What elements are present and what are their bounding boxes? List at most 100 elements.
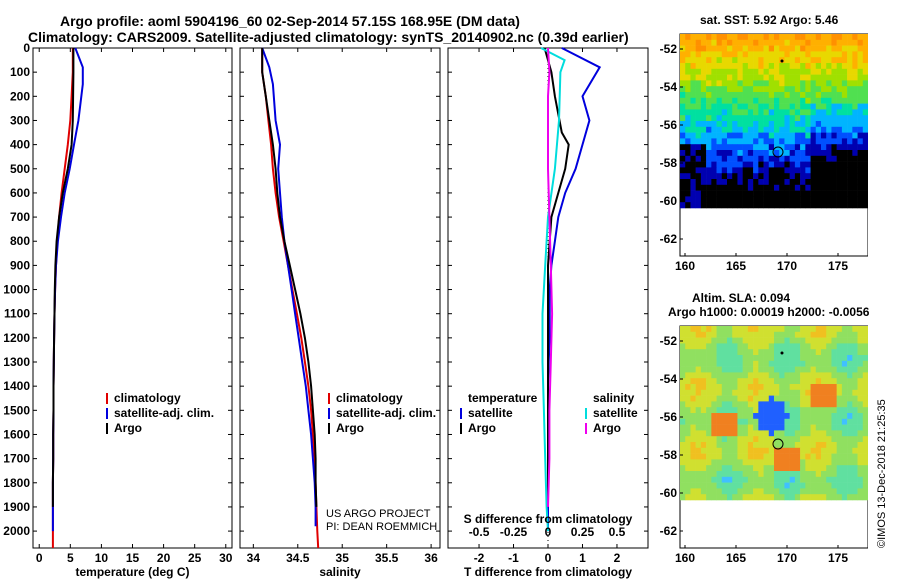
map-pixel (695, 442, 702, 449)
map-pixel (857, 202, 864, 209)
map-pixel (784, 34, 790, 41)
map-pixel (852, 121, 858, 128)
map-pixel (821, 86, 827, 93)
map-pixel (774, 418, 780, 425)
map-pixel (815, 109, 822, 116)
map-pixel (862, 407, 868, 414)
map-pixel (706, 74, 712, 81)
map-pixel (706, 401, 712, 408)
map-pixel (847, 92, 853, 99)
map-pixel (789, 476, 796, 483)
map-pixel (727, 331, 733, 338)
map-pixel (737, 436, 743, 443)
map-pixel (784, 343, 790, 350)
map-pixel (727, 57, 733, 64)
map-pixel (716, 482, 723, 489)
map-pixel (721, 430, 728, 437)
map-pixel (800, 121, 806, 128)
map-pixel (700, 51, 707, 58)
map-pixel (737, 331, 743, 338)
map-pixel (685, 115, 691, 122)
map-pixel (841, 326, 848, 333)
map-pixel (680, 161, 686, 168)
map-pixel (862, 401, 868, 408)
map-pixel (800, 326, 806, 333)
map-pixel (774, 184, 780, 191)
map-pixel (815, 447, 822, 454)
map-pixel (716, 349, 723, 356)
map-pixel (847, 155, 853, 162)
map-pixel (831, 430, 837, 437)
map-pixel (711, 418, 717, 425)
map-pixel (768, 366, 775, 373)
map-pixel (711, 366, 717, 373)
map-pixel (836, 51, 843, 58)
map-pixel (747, 115, 754, 122)
map-pixel (695, 355, 702, 362)
map-pixel (711, 407, 717, 414)
map-pixel (815, 343, 822, 350)
map-pixel (737, 80, 743, 87)
map-pixel (685, 395, 691, 402)
map-pixel (847, 430, 853, 437)
map-pixel (732, 384, 738, 391)
map-pixel (862, 173, 868, 180)
map-pixel (815, 413, 822, 420)
map-pixel (763, 366, 770, 373)
map-pixel (805, 471, 811, 478)
map-pixel (706, 331, 712, 338)
map-pixel (695, 413, 702, 420)
map-pixel (847, 121, 853, 128)
map-pixel (826, 161, 832, 168)
map-pixel (700, 360, 707, 367)
map-pixel (862, 179, 868, 186)
map-pixel (695, 407, 702, 414)
map-pixel (784, 326, 790, 333)
map-pixel (857, 418, 864, 425)
map-pixel (779, 155, 785, 162)
map-pixel (700, 378, 707, 385)
map-pixel (805, 349, 811, 356)
map-pixel (774, 92, 780, 99)
map-pixel (711, 360, 717, 367)
map-pixel (779, 92, 785, 99)
map-pixel (862, 196, 868, 203)
map-pixel (695, 109, 702, 116)
map-pixel (768, 103, 775, 110)
map-pixel (753, 442, 759, 449)
map-pixel (857, 57, 864, 64)
map-pixel (680, 121, 686, 128)
map-pixel (815, 349, 822, 356)
map-pixel (810, 74, 817, 81)
map-pixel (847, 97, 853, 104)
map-pixel (700, 92, 707, 99)
map-pixel (753, 407, 759, 414)
map-pixel (695, 144, 702, 151)
map-pixel (852, 138, 858, 145)
map-pixel (753, 86, 759, 93)
map-pixel (794, 80, 801, 87)
map-pixel (779, 476, 785, 483)
map-pixel (794, 138, 801, 145)
map-pixel (685, 471, 691, 478)
map-pixel (742, 202, 749, 209)
map-pixel (847, 45, 853, 52)
map-pixel (732, 167, 738, 174)
plot-frame (32, 47, 233, 549)
map-pixel (711, 144, 717, 151)
map-pixel (747, 430, 754, 437)
map-pixel (784, 494, 790, 501)
map-pixel (763, 355, 770, 362)
map-pixel (747, 331, 754, 338)
map-pixel (737, 150, 743, 157)
map-pixel (862, 424, 868, 431)
map-pixel (810, 476, 817, 483)
map-pixel (831, 126, 837, 133)
map-pixel (810, 150, 817, 157)
map-pixel (695, 337, 702, 344)
map-pixel (805, 161, 811, 168)
map-pixel (789, 436, 796, 443)
map-pixel (815, 63, 822, 70)
map-pixel (789, 442, 796, 449)
map-pixel (852, 430, 858, 437)
